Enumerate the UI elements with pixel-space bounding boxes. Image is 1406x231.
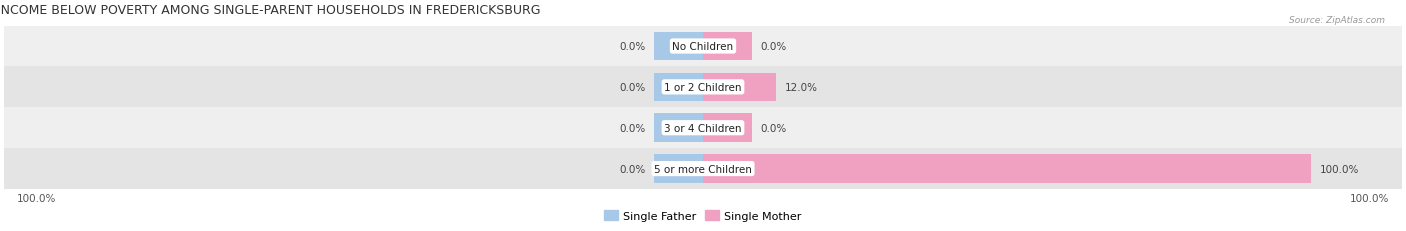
Bar xyxy=(654,114,703,142)
Bar xyxy=(4,27,1402,67)
Text: 100.0%: 100.0% xyxy=(1320,164,1360,174)
Legend: Single Father, Single Mother: Single Father, Single Mother xyxy=(600,206,806,225)
Text: 0.0%: 0.0% xyxy=(619,123,645,133)
Text: Source: ZipAtlas.com: Source: ZipAtlas.com xyxy=(1289,16,1385,25)
Text: 0.0%: 0.0% xyxy=(619,164,645,174)
Bar xyxy=(703,73,776,102)
Text: 0.0%: 0.0% xyxy=(619,82,645,92)
Text: 100.0%: 100.0% xyxy=(17,193,56,203)
Text: 0.0%: 0.0% xyxy=(761,42,787,52)
Bar xyxy=(703,155,1310,183)
Bar xyxy=(4,149,1402,189)
Bar xyxy=(703,114,752,142)
Text: 12.0%: 12.0% xyxy=(785,82,818,92)
Bar xyxy=(4,67,1402,108)
Text: 5 or more Children: 5 or more Children xyxy=(654,164,752,174)
Text: INCOME BELOW POVERTY AMONG SINGLE-PARENT HOUSEHOLDS IN FREDERICKSBURG: INCOME BELOW POVERTY AMONG SINGLE-PARENT… xyxy=(0,4,541,17)
Text: 0.0%: 0.0% xyxy=(761,123,787,133)
Text: 1 or 2 Children: 1 or 2 Children xyxy=(664,82,742,92)
Text: No Children: No Children xyxy=(672,42,734,52)
Bar xyxy=(654,73,703,102)
Text: 0.0%: 0.0% xyxy=(619,42,645,52)
Bar xyxy=(703,33,752,61)
Text: 100.0%: 100.0% xyxy=(1350,193,1389,203)
Bar xyxy=(654,33,703,61)
Bar xyxy=(654,155,703,183)
Bar xyxy=(4,108,1402,149)
Text: 3 or 4 Children: 3 or 4 Children xyxy=(664,123,742,133)
